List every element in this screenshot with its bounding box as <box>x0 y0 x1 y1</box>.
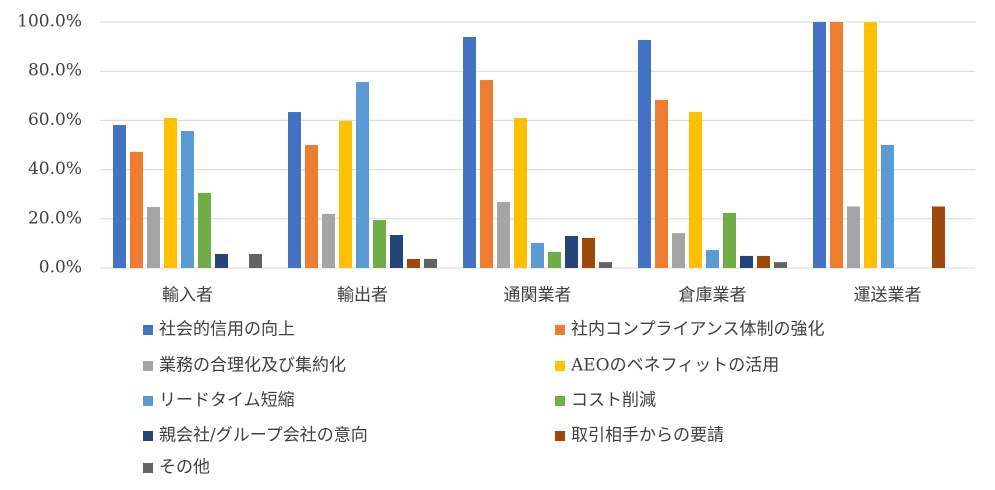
legend-swatch <box>143 361 153 371</box>
bar <box>181 130 194 268</box>
bar <box>390 235 403 268</box>
bar <box>356 82 369 268</box>
legend-swatch <box>555 361 565 371</box>
bar <box>373 220 386 268</box>
legend-swatch <box>143 325 153 335</box>
y-tick-label: 20.0% <box>28 208 82 228</box>
bar <box>463 37 476 269</box>
bar <box>407 258 420 268</box>
legend-label: AEOのベネフィットの活用 <box>570 356 779 376</box>
x-tick-label: 倉庫業者 <box>679 286 747 306</box>
bar <box>249 253 262 268</box>
x-tick-label: 輸入者 <box>162 286 213 306</box>
legend-swatch <box>555 431 565 441</box>
bar <box>113 125 126 268</box>
y-tick-label: 0.0% <box>39 258 82 278</box>
bar <box>339 120 352 268</box>
bar <box>740 255 753 268</box>
bar <box>305 145 318 268</box>
y-tick-label: 40.0% <box>28 159 82 179</box>
legend-label: コスト削減 <box>571 391 656 411</box>
bar <box>164 117 177 268</box>
bar <box>655 99 668 269</box>
y-tick-label: 100.0% <box>17 12 82 32</box>
bar <box>774 262 787 268</box>
legend-label: 親会社/グループ会社の意向 <box>159 426 368 446</box>
legend-label: その他 <box>159 458 210 478</box>
y-tick-label: 60.0% <box>28 110 82 130</box>
bar <box>322 213 335 268</box>
bar <box>497 202 510 268</box>
legend-swatch <box>143 431 153 441</box>
bar <box>198 192 211 268</box>
x-tick-label: 通関業者 <box>504 286 572 306</box>
bar <box>424 258 437 268</box>
bar <box>830 22 843 268</box>
bar <box>147 206 160 268</box>
bar <box>565 236 578 268</box>
bar <box>288 112 301 268</box>
bar <box>531 242 544 268</box>
bar <box>130 151 143 268</box>
bar <box>847 206 860 268</box>
bar <box>757 255 770 268</box>
bar <box>813 22 826 268</box>
bar <box>514 117 527 268</box>
legend-swatch <box>555 325 565 335</box>
y-tick-label: 80.0% <box>28 61 82 81</box>
bar <box>638 39 651 268</box>
legend-swatch <box>555 396 565 406</box>
bar <box>215 253 228 268</box>
bar <box>480 80 493 268</box>
x-tick-label: 輸出者 <box>337 286 388 306</box>
bar <box>689 112 702 268</box>
x-tick-label: 運送業者 <box>854 286 922 306</box>
legend-label: 業務の合理化及び集約化 <box>159 356 346 376</box>
legend-label: リードタイム短縮 <box>159 391 295 411</box>
legend-swatch <box>143 463 153 473</box>
legend-swatch <box>143 396 153 406</box>
bar <box>932 206 945 268</box>
bar <box>864 22 877 268</box>
bar <box>582 237 595 268</box>
bar <box>599 262 612 268</box>
legend-label: 社会的信用の向上 <box>159 320 295 340</box>
legend-label: 社内コンプライアンス体制の強化 <box>571 320 824 340</box>
legend-label: 取引相手からの要請 <box>571 426 724 446</box>
bar <box>706 250 719 268</box>
bar <box>881 145 894 268</box>
bar <box>723 212 736 268</box>
bar <box>548 252 561 268</box>
bar <box>672 233 685 268</box>
